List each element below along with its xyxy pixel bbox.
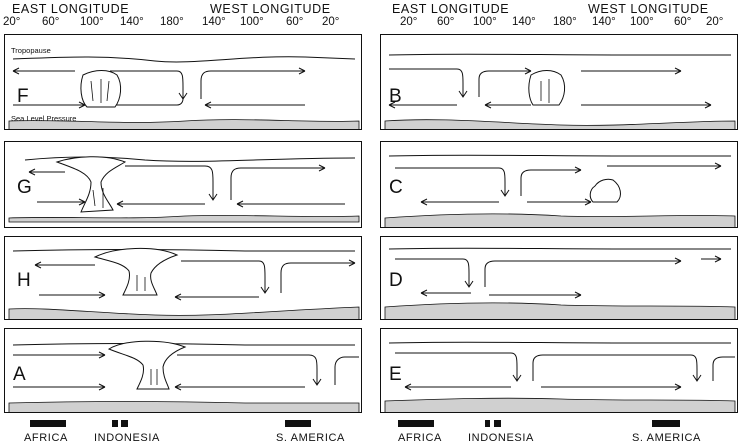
panel-label-h: H xyxy=(17,270,31,291)
west-longitude-header-left: WEST LONGITUDE xyxy=(210,2,331,16)
deg-label: 100° xyxy=(473,16,497,28)
deg-label: 140° xyxy=(512,16,536,28)
deg-label: 180° xyxy=(160,16,184,28)
indonesia-bar xyxy=(494,420,501,427)
panel-f: Tropopause Sea Level Pressure F xyxy=(4,34,362,130)
deg-label: 60° xyxy=(437,16,455,28)
panel-label-f: F xyxy=(17,86,29,107)
indonesia-bar xyxy=(112,420,118,427)
panel-h-cells xyxy=(8,248,360,319)
panel-e-cells xyxy=(384,341,736,412)
south-america-label: S. AMERICA xyxy=(632,432,701,444)
panel-f-cells xyxy=(8,56,360,129)
panel-label-c: C xyxy=(389,177,403,198)
panel-d: D xyxy=(380,236,738,320)
deg-label: 20° xyxy=(706,16,724,28)
sea-level-pressure-label: Sea Level Pressure xyxy=(11,114,77,123)
panel-c: C xyxy=(380,141,738,228)
west-longitude-header-right: WEST LONGITUDE xyxy=(588,2,709,16)
south-america-label: S. AMERICA xyxy=(276,432,345,444)
panel-label-d: D xyxy=(389,270,403,291)
panel-a-cells xyxy=(8,340,360,412)
panel-a: A xyxy=(4,328,362,413)
africa-bar xyxy=(398,420,434,427)
deg-label: 60° xyxy=(286,16,304,28)
east-longitude-header-right: EAST LONGITUDE xyxy=(392,2,510,16)
deg-label: 60° xyxy=(674,16,692,28)
deg-label: 60° xyxy=(42,16,60,28)
indonesia-bar xyxy=(121,420,128,427)
panel-h: H xyxy=(4,236,362,320)
deg-label: 140° xyxy=(592,16,616,28)
deg-label: 20° xyxy=(3,16,21,28)
panel-c-cells xyxy=(384,154,736,227)
panel-e: E xyxy=(380,328,738,413)
panel-b-cells xyxy=(384,53,736,129)
deg-label: 140° xyxy=(202,16,226,28)
indonesia-bar xyxy=(485,420,490,427)
tropopause-label: Tropopause xyxy=(11,46,51,55)
deg-label: 180° xyxy=(553,16,577,28)
panel-g-cells xyxy=(8,156,360,223)
panel-g: G xyxy=(4,141,362,228)
panel-d-cells xyxy=(384,247,736,319)
panel-label-a: A xyxy=(13,364,26,385)
deg-label: 100° xyxy=(80,16,104,28)
deg-label: 140° xyxy=(120,16,144,28)
panel-b: B xyxy=(380,34,738,130)
africa-label: AFRICA xyxy=(24,432,68,444)
indonesia-label: INDONESIA xyxy=(468,432,534,444)
deg-label: 20° xyxy=(322,16,340,28)
panel-label-b: B xyxy=(389,86,402,107)
indonesia-label: INDONESIA xyxy=(94,432,160,444)
panel-label-e: E xyxy=(389,364,402,385)
deg-label: 100° xyxy=(240,16,264,28)
panel-label-g: G xyxy=(17,177,32,198)
south-america-bar xyxy=(285,420,311,427)
africa-bar xyxy=(30,420,66,427)
africa-label: AFRICA xyxy=(398,432,442,444)
deg-label: 100° xyxy=(630,16,654,28)
deg-label: 20° xyxy=(400,16,418,28)
south-america-bar xyxy=(652,420,680,427)
east-longitude-header-left: EAST LONGITUDE xyxy=(12,2,130,16)
